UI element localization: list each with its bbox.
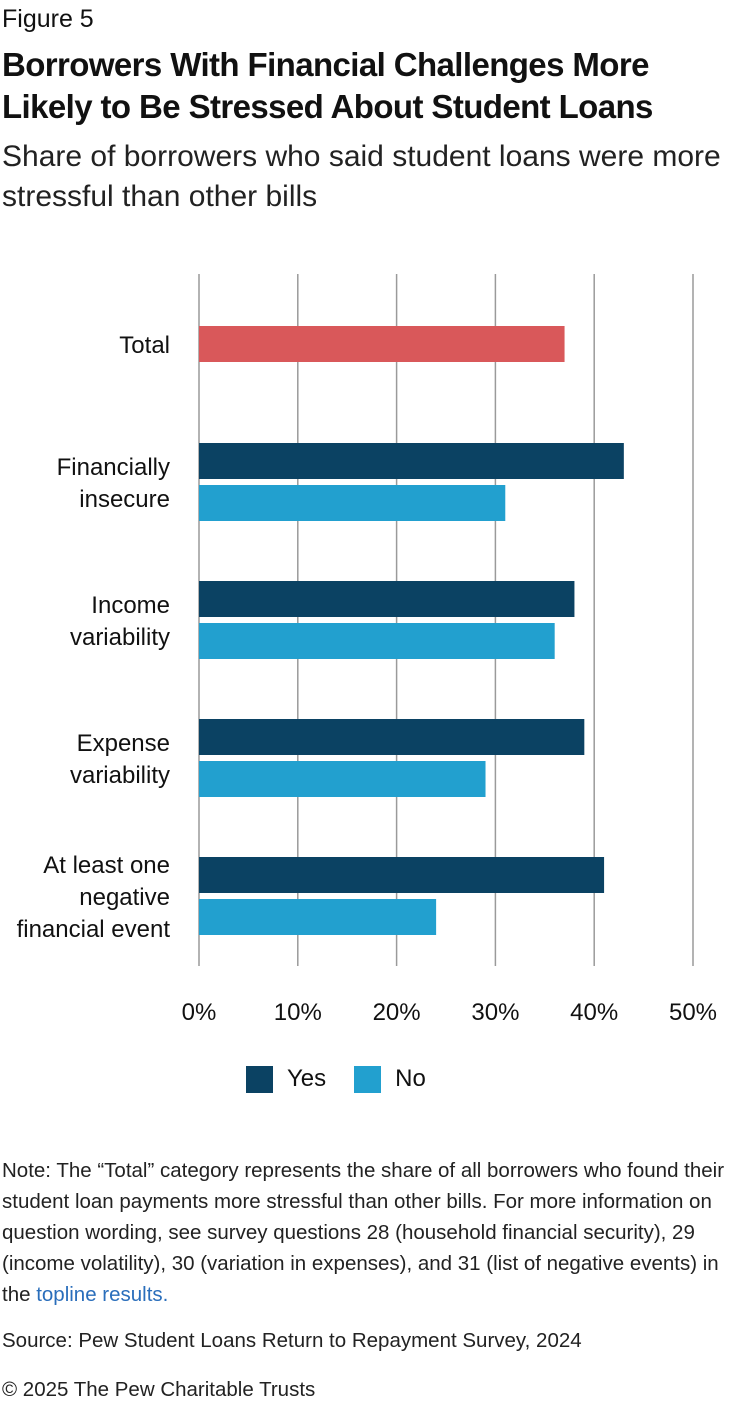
x-tick-label-2: 20%: [373, 999, 421, 1026]
figure-label: Figure 5: [2, 5, 94, 33]
x-tick-label-1: 10%: [274, 999, 322, 1026]
legend-item-yes: Yes: [246, 1065, 326, 1093]
category-label-4-1: negative: [79, 884, 170, 911]
legend-label-yes: Yes: [287, 1065, 327, 1092]
category-label-4-2: financial event: [17, 916, 171, 943]
chart-legend: Yes No: [246, 1064, 454, 1094]
bar-yes-2: [199, 581, 575, 617]
bar-yes-4: [199, 857, 605, 893]
x-tick-label-3: 30%: [471, 999, 519, 1026]
chart-subtitle: Share of borrowers who said student loan…: [2, 140, 721, 213]
topline-results-link[interactable]: topline results.: [36, 1283, 169, 1306]
category-label-0-0: Total: [119, 332, 170, 359]
category-label-4-0: At least one: [43, 852, 170, 879]
category-label-2-1: variability: [70, 624, 170, 651]
legend-swatch-yes: [246, 1065, 273, 1093]
bar-no-1: [199, 485, 506, 521]
legend-swatch-no: [354, 1065, 382, 1093]
copyright: © 2025 The Pew Charitable Trusts: [2, 1378, 316, 1401]
x-tick-label-0: 0%: [182, 999, 217, 1026]
x-tick-label-5: 50%: [669, 999, 717, 1026]
bar-chart: 0% 10% 20% 30% 40% 50% Total Financially insecur…: [17, 274, 717, 1026]
bar-yes-1: [199, 443, 624, 479]
bar-no-3: [199, 761, 486, 797]
category-label-1-0: Financially: [57, 454, 170, 481]
category-label-3-1: variability: [70, 762, 170, 789]
bar-yes-3: [199, 719, 585, 755]
legend-item-no: No: [354, 1065, 426, 1093]
bar-no-2: [199, 623, 555, 659]
bar-total: [199, 326, 565, 362]
category-label-3-0: Expense: [77, 730, 170, 757]
chart-title: Borrowers With Financial Challenges More…: [2, 46, 653, 125]
chart-note: Note: The “Total” category represents th…: [2, 1155, 726, 1310]
chart-source: Source: Pew Student Loans Return to Repa…: [2, 1329, 582, 1352]
legend-label-no: No: [395, 1065, 426, 1092]
note-text: Note: The “Total” category represents th…: [2, 1159, 725, 1306]
category-label-2-0: Income: [91, 592, 170, 619]
category-label-1-1: insecure: [79, 486, 170, 513]
x-tick-label-4: 40%: [570, 999, 618, 1026]
bar-no-4: [199, 899, 437, 935]
